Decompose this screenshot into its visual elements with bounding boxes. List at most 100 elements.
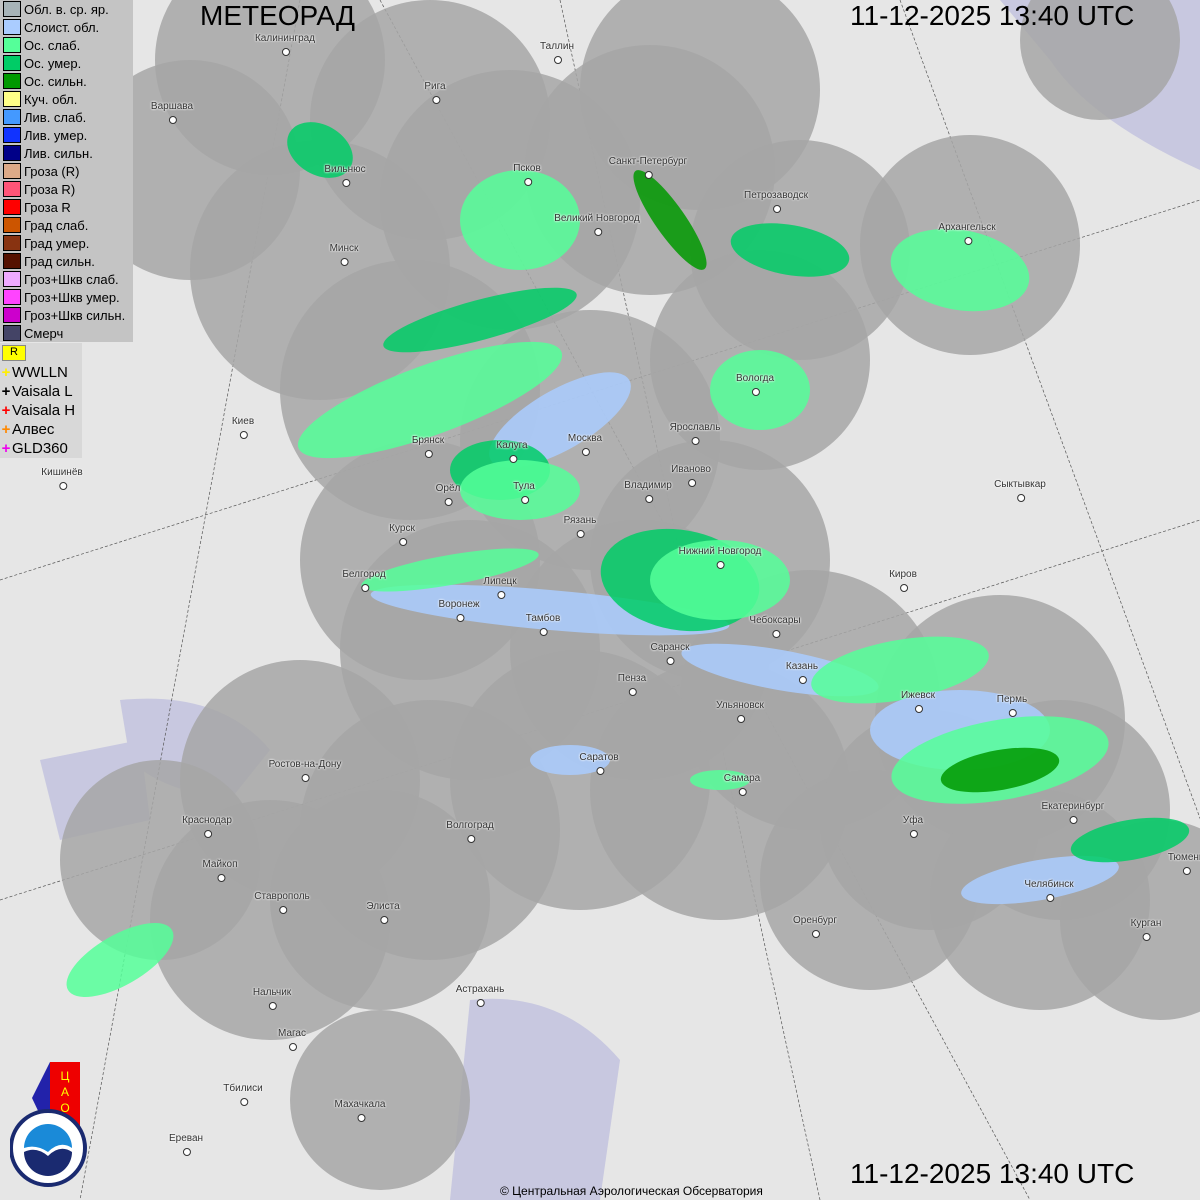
city-label: Воронеж	[438, 599, 480, 622]
legend-swatch	[3, 37, 21, 53]
city-label: Ульяновск	[716, 700, 764, 723]
city-label: Москва	[567, 433, 603, 456]
city-label: Петрозаводск	[744, 190, 808, 213]
city-label: Калининград	[254, 33, 316, 56]
lightning-legend: R + WWLLN + Vaisala L + Vaisala H + Алвес + GLD36…	[0, 343, 82, 458]
precip-area	[297, 341, 563, 459]
city-label: Белгород	[342, 569, 386, 592]
precip-area	[940, 747, 1060, 793]
city-label: Варшава	[150, 101, 194, 124]
precip-area	[633, 170, 707, 270]
city-label: Саранск	[650, 642, 690, 665]
radar-circle	[290, 1010, 470, 1190]
lightning-source: + Алвес	[0, 420, 82, 439]
precip-area	[961, 855, 1119, 905]
city-label: Казань	[785, 661, 819, 684]
precip-area	[460, 460, 580, 520]
legend-item: Лив. умер.	[0, 126, 133, 144]
lightning-label: Vaisala L	[12, 383, 73, 400]
lightning-cross-icon: +	[1, 421, 11, 438]
legend-item: Гроза R)	[0, 180, 133, 198]
legend-swatch	[3, 181, 21, 197]
radar-coverage	[60, 0, 1200, 1190]
lightning-toggle-button[interactable]: R	[2, 345, 26, 361]
city-label: Нижний Новгород	[678, 546, 762, 569]
precip-area	[370, 584, 730, 636]
legend-item: Куч. обл.	[0, 90, 133, 108]
legend-item: Слоист. обл.	[0, 18, 133, 36]
city-label: Волгоград	[446, 820, 494, 843]
legend-item: Гроз+Шкв сильн.	[0, 306, 133, 324]
city-label: Курган	[1130, 918, 1162, 941]
legend-swatch	[3, 145, 21, 161]
city-label: Челябинск	[1024, 879, 1074, 902]
legend-item: Обл. в. ср. яр.	[0, 0, 133, 18]
legend-item: Ос. сильн.	[0, 72, 133, 90]
precip-area	[489, 372, 631, 468]
city-label: Владимир	[624, 480, 672, 503]
precip-area	[361, 548, 539, 592]
legend-swatch	[3, 325, 21, 341]
city-label: Ярославль	[669, 422, 721, 445]
lightning-label: WWLLN	[12, 364, 68, 381]
radar-circle	[1020, 0, 1180, 120]
legend-swatch	[3, 1, 21, 17]
legend-label: Смерч	[24, 325, 64, 341]
city-label: Вильнюс	[324, 164, 366, 187]
legend-label: Град умер.	[24, 235, 90, 251]
city-label: Ростов-на-Дону	[268, 759, 342, 782]
legend-swatch	[3, 199, 21, 215]
legend-item: Град умер.	[0, 234, 133, 252]
city-label: Курск	[389, 523, 415, 546]
city-label: Великий Новгород	[554, 213, 640, 236]
city-label: Тула	[513, 481, 535, 504]
legend-label: Град сильн.	[24, 253, 95, 269]
legend-item: Гроз+Шкв слаб.	[0, 270, 133, 288]
precip-area	[530, 745, 610, 775]
legend-label: Лив. сильн.	[24, 145, 93, 161]
legend-swatch	[3, 163, 21, 179]
roshydromet-logo	[10, 1109, 87, 1187]
city-label: Калуга	[496, 440, 528, 463]
city-label: Майкоп	[202, 859, 238, 882]
city-label: Махачкала	[334, 1099, 386, 1122]
legend-item: Гроз+Шкв умер.	[0, 288, 133, 306]
precip-area	[890, 228, 1030, 312]
city-label: Санкт-Петербург	[608, 156, 688, 179]
city-label: Рига	[424, 81, 446, 104]
precip-area	[287, 122, 353, 178]
logos: Ц А О 1941	[10, 1062, 87, 1187]
radar-circle	[270, 790, 490, 1010]
city-label: Пермь	[996, 694, 1028, 717]
city-label: Астрахань	[455, 984, 505, 1007]
legend-label: Ос. сильн.	[24, 73, 87, 89]
legend-swatch	[3, 55, 21, 71]
legend-swatch	[3, 19, 21, 35]
legend-swatch	[3, 127, 21, 143]
lightning-source: + Vaisala H	[0, 401, 82, 420]
legend-item: Гроза R	[0, 198, 133, 216]
legend-swatch	[3, 235, 21, 251]
city-label: Элиста	[366, 901, 400, 924]
legend-label: Ос. слаб.	[24, 37, 81, 53]
city-label: Саратов	[579, 752, 619, 775]
lightning-source: + GLD360	[0, 439, 82, 458]
legend-label: Гроза R)	[24, 181, 76, 197]
city-label: Ереван	[168, 1133, 204, 1156]
copyright: © Центральная Аэрологическая Обсерватори…	[500, 1184, 763, 1198]
svg-text:А: А	[61, 1085, 69, 1099]
legend-swatch	[3, 91, 21, 107]
city-label: Магас	[278, 1028, 306, 1051]
city-label: Брянск	[411, 435, 445, 458]
legend-item: Гроза (R)	[0, 162, 133, 180]
svg-text:Ц: Ц	[61, 1069, 70, 1083]
city-label: Архангельск	[938, 222, 996, 245]
legend-swatch	[3, 109, 21, 125]
precip-area	[730, 223, 850, 277]
legend-label: Гроз+Шкв умер.	[24, 289, 120, 305]
timestamp-top: 11-12-2025 13:40 UTC	[850, 0, 1135, 31]
legend-swatch	[3, 289, 21, 305]
city-label: Нальчик	[252, 987, 292, 1010]
legend-item: Град слаб.	[0, 216, 133, 234]
